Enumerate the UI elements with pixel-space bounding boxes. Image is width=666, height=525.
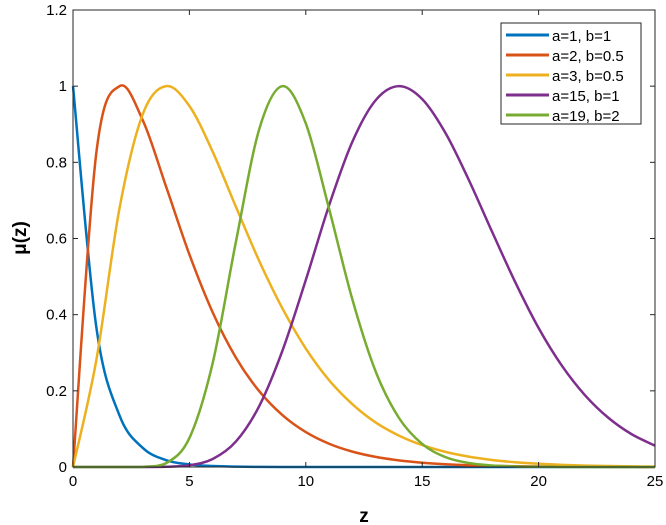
y-tick-label: 0.4 <box>46 307 67 324</box>
y-axis-label: μ(z) <box>10 221 31 255</box>
y-tick-label: 0.6 <box>46 231 67 248</box>
y-tick-label: 1.2 <box>46 2 67 19</box>
legend-entry: a=19, b=2 <box>552 108 620 125</box>
legend-box <box>500 22 642 125</box>
x-axis-label: z <box>359 506 369 525</box>
series-line-5 <box>72 84 655 469</box>
x-tick-label: 10 <box>297 473 314 490</box>
x-tick-label: 5 <box>185 473 193 490</box>
y-tick-label: 0 <box>59 459 67 476</box>
series-line-4 <box>72 84 656 469</box>
x-tick-label: 20 <box>530 473 547 490</box>
series-line-3 <box>71 84 656 468</box>
legend-entry: a=15, b=1 <box>552 88 620 105</box>
y-tick-label: 0.8 <box>46 154 67 171</box>
x-tick-label: 15 <box>414 473 431 490</box>
ticks: 0 5 10 15 20 25 0 0.2 0.4 0.6 0.8 1 1.2 <box>46 2 663 490</box>
legend-entry: a=3, b=0.5 <box>552 68 624 85</box>
series-line-1 <box>71 86 655 469</box>
y-tick-label: 1 <box>59 78 67 95</box>
legend-entry: a=1, b=1 <box>552 28 611 45</box>
legend-entry: a=2, b=0.5 <box>552 48 624 65</box>
series-layer <box>71 84 656 469</box>
x-tick-label: 0 <box>69 473 77 490</box>
y-tick-label: 0.2 <box>46 383 67 400</box>
series-line-2 <box>71 84 656 469</box>
legend: a=1, b=1 a=2, b=0.5 a=3, b=0.5 a=15, b=1 a=1… <box>500 22 642 125</box>
x-tick-label: 25 <box>647 473 664 490</box>
